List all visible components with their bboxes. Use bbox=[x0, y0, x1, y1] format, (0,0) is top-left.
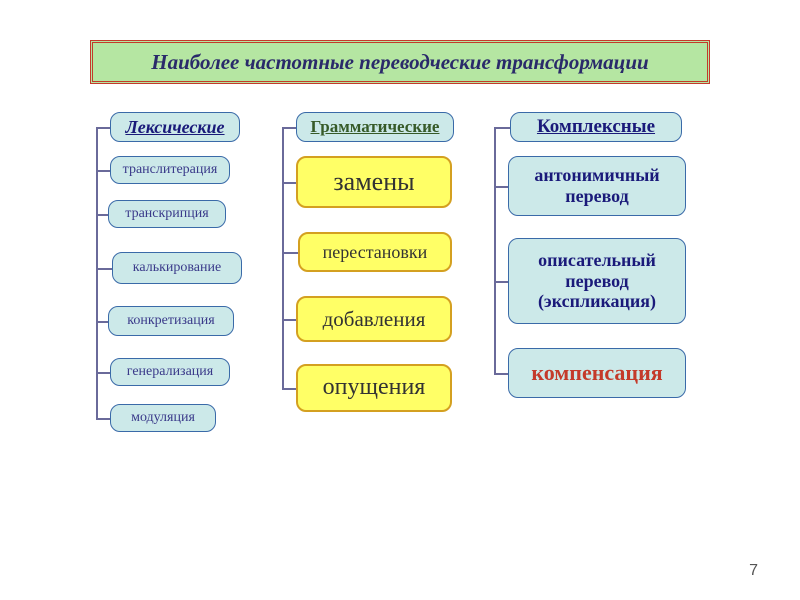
connector-stub bbox=[282, 127, 296, 129]
connector-stub bbox=[96, 321, 108, 323]
connector-stub bbox=[282, 182, 296, 184]
connector-stub bbox=[96, 170, 110, 172]
page-title: Наиболее частотные переводческие трансфо… bbox=[90, 40, 710, 84]
diagram-node: антонимичныйперевод bbox=[508, 156, 686, 216]
connector-stub bbox=[494, 281, 508, 283]
diagram-node: замены bbox=[296, 156, 452, 208]
column-header: Лексические bbox=[110, 112, 240, 142]
page-number: 7 bbox=[749, 562, 758, 580]
diagram-node: компенсация bbox=[508, 348, 686, 398]
column-header: Комплексные bbox=[510, 112, 682, 142]
connector-stub bbox=[494, 186, 508, 188]
diagram-node: транслитерация bbox=[110, 156, 230, 184]
connector-stub bbox=[96, 214, 108, 216]
connector-stub bbox=[96, 127, 110, 129]
diagram-node: перестановки bbox=[298, 232, 452, 272]
diagram-node: добавления bbox=[296, 296, 452, 342]
connector-stub bbox=[282, 252, 298, 254]
connector-stub bbox=[494, 127, 510, 129]
connector-spine bbox=[494, 127, 496, 373]
diagram-node: описательныйперевод(экспликация) bbox=[508, 238, 686, 324]
diagram-node: калькирование bbox=[112, 252, 242, 284]
connector-stub bbox=[282, 388, 296, 390]
connector-spine bbox=[282, 127, 284, 388]
connector-stub bbox=[96, 268, 112, 270]
connector-stub bbox=[282, 319, 296, 321]
diagram-node: транскрипция bbox=[108, 200, 226, 228]
diagram-node: конкретизация bbox=[108, 306, 234, 336]
diagram-node: опущения bbox=[296, 364, 452, 412]
diagram-node: генерализация bbox=[110, 358, 230, 386]
connector-stub bbox=[96, 372, 110, 374]
connector-stub bbox=[96, 418, 110, 420]
column-header: Грамматические bbox=[296, 112, 454, 142]
diagram-node: модуляция bbox=[110, 404, 216, 432]
connector-stub bbox=[494, 373, 508, 375]
